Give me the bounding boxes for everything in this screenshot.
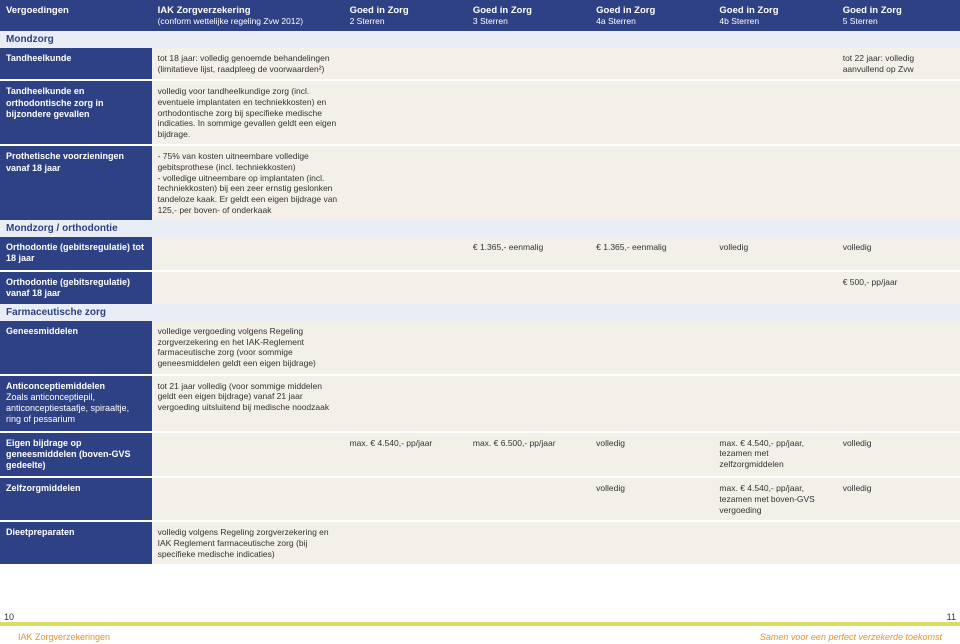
label: Prothetische voorzieningen vanaf 18 jaar: [0, 146, 152, 220]
footer-slogan: Samen voor een perfect verzekerde toekom…: [760, 632, 942, 642]
coverage-table: Vergoedingen IAK Zorgverzekering (confor…: [0, 0, 960, 564]
label: Dieetpreparaten: [0, 522, 152, 564]
row-tandheelkunde: Tandheelkunde tot 18 jaar: volledig geno…: [0, 48, 960, 79]
footer-brand: IAK Zorgverzekeringen: [18, 632, 110, 642]
row-dieet: Dieetpreparaten volledig volgens Regelin…: [0, 522, 960, 564]
cell-p3: € 1.365,- eenmalig: [467, 237, 590, 270]
row-prothetisch: Prothetische voorzieningen vanaf 18 jaar…: [0, 146, 960, 220]
cell-p4b: max. € 4.540,- pp/jaar, tezamen met zelf…: [713, 433, 836, 477]
hdr-vergoedingen: Vergoedingen: [0, 0, 152, 31]
row-anticonceptie: Anticonceptiemiddelen Zoals anticoncepti…: [0, 376, 960, 431]
hdr-iak: IAK Zorgverzekering (conform wettelijke …: [152, 0, 344, 31]
label: Tandheelkunde en orthodontische zorg in …: [0, 81, 152, 144]
cell-p5: volledig: [837, 237, 960, 270]
row-ortho-vanaf18: Orthodontie (gebitsregulatie) vanaf 18 j…: [0, 272, 960, 305]
cell-p4a: € 1.365,- eenmalig: [590, 237, 713, 270]
hdr-plan-2: Goed in Zorg2 Sterren: [344, 0, 467, 31]
cell-p4b: max. € 4.540,- pp/jaar, tezamen met bove…: [713, 478, 836, 520]
row-tand-ortho-bijzonder: Tandheelkunde en orthodontische zorg in …: [0, 81, 960, 144]
label: Orthodontie (gebitsregulatie) tot 18 jaa…: [0, 237, 152, 270]
cell-iak: - 75% van kosten uitneembare volledige g…: [152, 146, 344, 220]
section-mondzorg: Mondzorg: [0, 31, 960, 48]
cell-iak: volledig voor tandheelkundige zorg (incl…: [152, 81, 344, 144]
cell-p4a: volledig: [590, 433, 713, 477]
row-eigen-bijdrage: Eigen bijdrage op geneesmiddelen (boven-…: [0, 433, 960, 477]
page-number-left: 10: [4, 612, 14, 622]
section-farma: Farmaceutische zorg: [0, 304, 960, 321]
cell-iak: tot 18 jaar: volledig genoemde behandeli…: [152, 48, 344, 79]
section-mondzorg-ortho: Mondzorg / orthodontie: [0, 220, 960, 237]
cell-p3: max. € 6.500,- pp/jaar: [467, 433, 590, 477]
cell-p5: volledig: [837, 433, 960, 477]
row-ortho-tot18: Orthodontie (gebitsregulatie) tot 18 jaa…: [0, 237, 960, 270]
row-geneesmiddelen: Geneesmiddelen volledige vergoeding volg…: [0, 321, 960, 374]
row-zelfzorg: Zelfzorgmiddelen volledig max. € 4.540,-…: [0, 478, 960, 520]
header-row: Vergoedingen IAK Zorgverzekering (confor…: [0, 0, 960, 31]
cell-iak: tot 21 jaar volledig (voor sommige midde…: [152, 376, 344, 431]
label: Orthodontie (gebitsregulatie) vanaf 18 j…: [0, 272, 152, 305]
hdr-plan-3: Goed in Zorg3 Sterren: [467, 0, 590, 31]
cell-p5: € 500,- pp/jaar: [837, 272, 960, 305]
hdr-plan-5: Goed in Zorg5 Sterren: [837, 0, 960, 31]
cell-p2: max. € 4.540,- pp/jaar: [344, 433, 467, 477]
label-tandheelkunde: Tandheelkunde: [0, 48, 152, 79]
cell-p4a: volledig: [590, 478, 713, 520]
label: Eigen bijdrage op geneesmiddelen (boven-…: [0, 433, 152, 477]
label: Anticonceptiemiddelen Zoals anticoncepti…: [0, 376, 152, 431]
cell-iak: volledige vergoeding volgens Regeling zo…: [152, 321, 344, 374]
cell-p5: tot 22 jaar: volledig aanvullend op Zvw: [837, 48, 960, 79]
label: Geneesmiddelen: [0, 321, 152, 374]
cell-p4b: volledig: [713, 237, 836, 270]
hdr-plan-4b: Goed in Zorg4b Sterren: [713, 0, 836, 31]
cell-iak: volledig volgens Regeling zorgverzekerin…: [152, 522, 344, 564]
footer: 10 11 IAK Zorgverzekeringen Samen voor e…: [0, 622, 960, 644]
page-number-right: 11: [947, 612, 956, 622]
cell-p5: volledig: [837, 478, 960, 520]
hdr-plan-4a: Goed in Zorg4a Sterren: [590, 0, 713, 31]
footer-bar: [0, 622, 960, 626]
label: Zelfzorgmiddelen: [0, 478, 152, 520]
